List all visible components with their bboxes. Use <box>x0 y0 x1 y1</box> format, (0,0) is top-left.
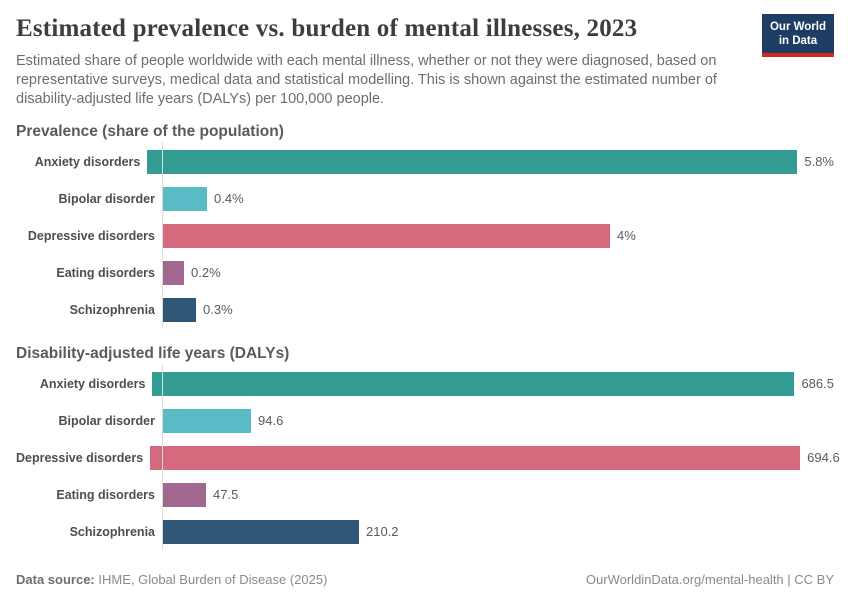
bar-row: Bipolar disorder 0.4% <box>16 186 834 211</box>
bar-row: Eating disorders 0.2% <box>16 260 834 285</box>
owid-logo-line1: Our World <box>769 21 826 33</box>
bar-area: 694.6 <box>150 445 840 470</box>
prevalence-bar-chart: Anxiety disorders 5.8% Bipolar disorder 0.4… <box>16 141 834 328</box>
bar[interactable] <box>162 519 359 544</box>
bar-category-label: Anxiety disorders <box>34 154 141 169</box>
bar-category-label: Bipolar disorder <box>58 191 155 206</box>
bar-area: 686.5 <box>152 371 834 396</box>
bar[interactable] <box>162 482 206 507</box>
bar[interactable] <box>152 371 795 396</box>
bar[interactable] <box>162 260 184 285</box>
bar[interactable] <box>147 149 798 174</box>
bar-value-label: 0.2% <box>191 265 221 281</box>
owid-logo[interactable]: Our World in Data <box>761 14 834 57</box>
bar-value-label: 47.5 <box>213 487 239 503</box>
bar-area: 94.6 <box>162 408 834 433</box>
dalys-bar-chart: Anxiety disorders 686.5 Bipolar disorder 94… <box>16 363 840 550</box>
bar-category-label: Depressive disorders <box>27 228 155 243</box>
bar-category-label: Anxiety disorders <box>39 376 146 391</box>
bar-row: Anxiety disorders 5.8% <box>16 149 834 174</box>
bar-row: Anxiety disorders 686.5 <box>16 371 834 396</box>
bar[interactable] <box>162 297 196 322</box>
page-title: Estimated prevalence vs. burden of menta… <box>16 15 638 42</box>
bar-category-label: Bipolar disorder <box>58 413 155 428</box>
bar-value-label: 0.3% <box>203 302 233 318</box>
bar-category-label: Eating disorders <box>56 265 155 280</box>
chart-subtitle: Estimated share of people worldwide with… <box>16 53 717 107</box>
bar-category-label: Schizophrenia <box>69 524 155 539</box>
y-axis-line <box>162 363 163 550</box>
bar-value-label: 0.4% <box>214 191 244 207</box>
bar-value-label: 5.8% <box>804 154 834 170</box>
bar-area: 0.2% <box>162 260 834 285</box>
bar-area: 47.5 <box>162 482 834 507</box>
bar-category-label: Eating disorders <box>56 487 155 502</box>
bar[interactable] <box>162 186 207 211</box>
data-source-note: Data source: IHME, Global Burden of Dise… <box>16 572 327 587</box>
section-title-prevalence: Prevalence (share of the population) <box>16 122 284 140</box>
bar-row: Bipolar disorder 94.6 <box>16 408 834 433</box>
bar-value-label: 94.6 <box>258 413 284 429</box>
bar-area: 0.4% <box>162 186 834 211</box>
data-source-label: Data source: <box>16 572 95 587</box>
bar-row: Depressive disorders 694.6 <box>16 445 840 470</box>
section-title-dalys: Disability-adjusted life years (DALYs) <box>16 344 290 362</box>
bar[interactable] <box>150 445 801 470</box>
bar-category-label: Depressive disorders <box>16 450 144 465</box>
bar-category-label: Schizophrenia <box>69 302 155 317</box>
bar-value-label: 694.6 <box>807 450 840 466</box>
bar-area: 5.8% <box>147 149 834 174</box>
bar-row: Schizophrenia 0.3% <box>16 297 834 322</box>
bar-area: 210.2 <box>162 519 834 544</box>
bar-row: Schizophrenia 210.2 <box>16 519 834 544</box>
bar-value-label: 210.2 <box>366 524 399 540</box>
bar-area: 4% <box>162 223 834 248</box>
bar-row: Eating disorders 47.5 <box>16 482 834 507</box>
credit-link[interactable]: OurWorldinData.org/mental-health | CC BY <box>585 572 834 587</box>
bar-area: 0.3% <box>162 297 834 322</box>
bar-value-label: 4% <box>617 228 636 244</box>
chart-footer: Data source: IHME, Global Burden of Dise… <box>16 572 834 587</box>
y-axis-line <box>162 141 163 328</box>
owid-logo-line2: in Data <box>778 35 818 48</box>
bar[interactable] <box>162 408 251 433</box>
data-source-text: IHME, Global Burden of Disease (2025) <box>94 572 328 587</box>
bar[interactable] <box>162 223 610 248</box>
bar-row: Depressive disorders 4% <box>16 223 834 248</box>
bar-value-label: 686.5 <box>801 376 834 392</box>
